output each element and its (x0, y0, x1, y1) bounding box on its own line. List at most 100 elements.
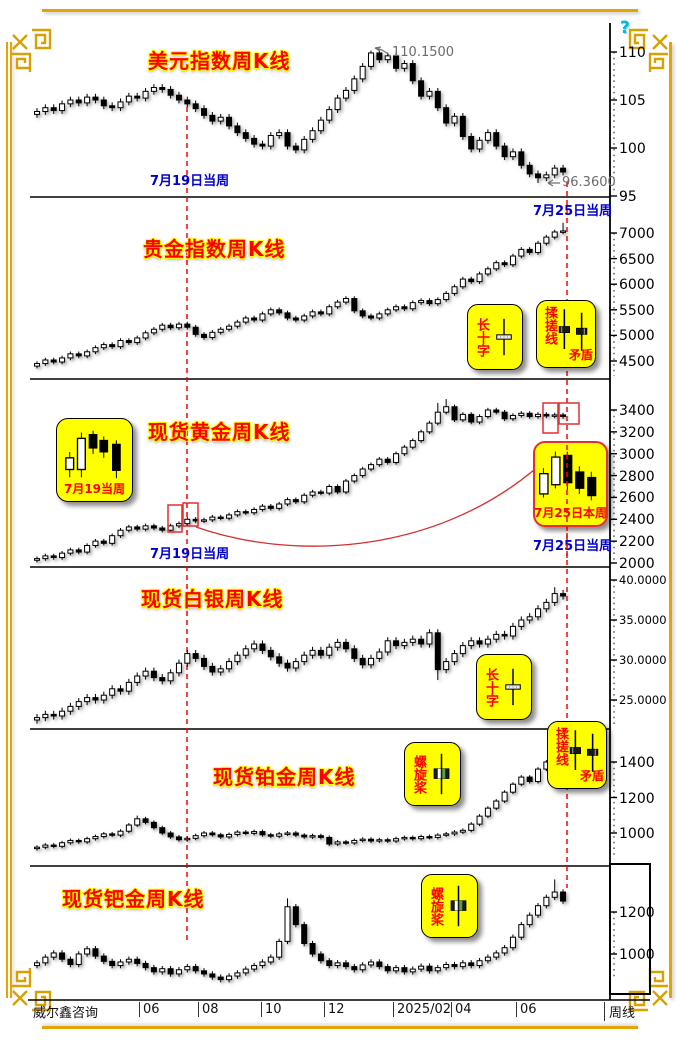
candle-down (267, 834, 274, 837)
candle-down (317, 953, 324, 962)
panel-title-spot-silver: 现货白银周K线 (141, 587, 284, 611)
candle-up (518, 924, 525, 938)
candle-down (384, 458, 391, 463)
candle-up (201, 519, 207, 522)
y-tick-label: 6500 (619, 251, 655, 268)
candle-up (42, 359, 49, 365)
pattern-box-rubbing-lines: 揉搓线 矛盾 (536, 300, 596, 368)
candle-up (443, 964, 450, 969)
candle-up (309, 130, 316, 140)
candle-down (134, 95, 141, 99)
candle-up (376, 313, 383, 319)
candle-down (59, 952, 66, 960)
candle-up (551, 414, 558, 417)
candle-up (334, 962, 341, 967)
period-selector[interactable]: 周线 (604, 1002, 635, 1021)
candle-up (535, 413, 541, 418)
candle-down (292, 317, 299, 321)
candle-down (276, 309, 283, 314)
help-icon[interactable]: ? (620, 18, 630, 38)
candle-down (351, 298, 358, 312)
candle-up (309, 835, 316, 838)
candle-up (50, 952, 57, 958)
frame-border-bottom (42, 1026, 638, 1029)
candlestick-series (34, 49, 567, 183)
pattern-box-rubbing-lines: 揉搓线 矛盾 (547, 721, 607, 789)
candle-down (109, 833, 116, 836)
brand-label: 威尔鑫咨询 (33, 1006, 99, 1021)
candle-up (393, 453, 400, 463)
candle-up (518, 412, 525, 416)
candle-up (326, 486, 333, 494)
y-tick-label: 4500 (619, 354, 655, 370)
candle-down (359, 310, 366, 317)
candle-up (267, 135, 274, 147)
candle-up (67, 549, 74, 554)
candle-up (142, 525, 149, 530)
candle-up (276, 940, 283, 958)
candle-up (434, 834, 441, 838)
candle-up (501, 947, 508, 954)
candle-down (526, 164, 533, 175)
candle-up (418, 836, 425, 840)
candle-up (142, 670, 149, 677)
candle-up (259, 961, 266, 967)
candle-up (234, 831, 241, 835)
candle-up (92, 836, 99, 840)
candle-up (509, 414, 516, 420)
candle-up (42, 713, 49, 719)
candle-down (301, 834, 308, 838)
candle-up (209, 516, 216, 521)
candle-down (267, 505, 274, 509)
candle-up (42, 555, 49, 560)
propeller-candle-glyph (450, 885, 467, 927)
candle-down (434, 90, 441, 109)
candle-down (150, 670, 157, 679)
candle-up (226, 514, 233, 519)
candle-up (484, 268, 491, 275)
candle-down (251, 137, 258, 145)
candle-up (368, 657, 374, 666)
y-tick-label: 5500 (619, 302, 655, 319)
candle-down (50, 107, 57, 112)
candle-up (59, 842, 66, 847)
candle-up (167, 672, 174, 682)
y-tick-label: 7000 (619, 226, 655, 242)
long-cross-label: 长十字 (474, 317, 489, 357)
candle-up (92, 540, 99, 547)
y-tick-label: 100 (619, 141, 646, 157)
candle-down (292, 906, 299, 926)
candle-down (292, 145, 299, 151)
candle-down (267, 649, 274, 658)
candle-down (393, 640, 400, 647)
candle-up (242, 648, 249, 656)
candle-down (192, 966, 199, 972)
frame-border-left-inner (10, 42, 12, 998)
candle-down (100, 955, 107, 962)
candle-down (226, 116, 233, 127)
candle-down (125, 340, 132, 344)
candle-up (125, 95, 132, 103)
candle-up (42, 844, 49, 848)
contradiction-label: 矛盾 (579, 769, 604, 783)
candle-up (484, 409, 491, 418)
rubbing-candles-glyph (569, 730, 599, 772)
pattern-box-long-cross: 长十字 (476, 654, 532, 720)
candle-up (67, 99, 74, 105)
candle-down (92, 697, 99, 701)
candle-up (334, 301, 341, 308)
candle-up (226, 975, 233, 981)
candle-down (526, 776, 533, 783)
candle-up (217, 116, 224, 122)
candle-up (443, 292, 450, 301)
candle-down (418, 638, 425, 645)
y-tick-label: 1000 (619, 826, 655, 842)
candle-down (217, 976, 224, 981)
candle-down (192, 653, 199, 659)
candle-down (284, 662, 291, 669)
candle-down (217, 834, 224, 838)
candle-up (251, 508, 258, 514)
candle-up (184, 966, 191, 971)
candle-up (509, 783, 516, 793)
